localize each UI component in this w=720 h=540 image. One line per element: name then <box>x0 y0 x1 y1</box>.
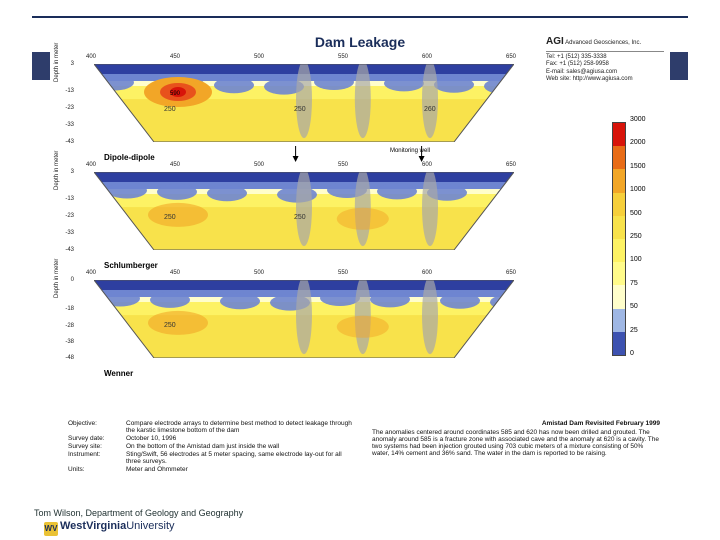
agi-web: Web site: http://www.agiusa.com <box>546 76 664 84</box>
wvu-text-wv: WestVirginia <box>60 520 126 532</box>
caption-right-title: Amistad Dam Revisited February 1999 <box>372 420 660 427</box>
caption-right-body: The anomalies centered around coordinate… <box>372 429 660 457</box>
agi-subtitle: Advanced Geosciences, Inc. <box>565 40 641 46</box>
wvu-shield-icon: WV <box>44 522 58 536</box>
profile-label: Schlumberger <box>104 261 158 270</box>
profile-wenner: Depth in meter0-18-28-38-484004505005506… <box>60 280 530 382</box>
profile-schlumberger: Depth in meter3-13-23-33-434004505005506… <box>60 172 530 274</box>
profile-dipole-dipole: Depth in meter3-13-23-33-434004505005506… <box>60 64 530 166</box>
svg-text:250: 250 <box>164 214 176 221</box>
svg-text:260: 260 <box>424 106 436 113</box>
agi-tel: Tel: +1 (512) 335-3338 <box>546 54 664 62</box>
svg-text:250: 250 <box>294 214 306 221</box>
caption-block: Objective:Compare electrode arrays to de… <box>68 420 660 474</box>
slide-top-rule <box>32 16 688 18</box>
agi-logo: AGI <box>546 36 564 47</box>
profile-label: Wenner <box>104 369 133 378</box>
colorbar-bar <box>612 122 626 356</box>
agi-contact-block: AGI Advanced Geosciences, Inc. Tel: +1 (… <box>546 36 664 84</box>
svg-text:250: 250 <box>164 322 176 329</box>
slide-footer: Tom Wilson, Department of Geology and Ge… <box>34 508 243 518</box>
svg-text:590: 590 <box>170 91 181 97</box>
caption-right: Amistad Dam Revisited February 1999 The … <box>372 420 660 474</box>
wvu-logo: WVWestVirginiaUniversity <box>44 520 175 536</box>
agi-fax: Fax: +1 (512) 258-9958 <box>546 61 664 69</box>
svg-text:250: 250 <box>164 106 176 113</box>
profiles-stack: Depth in meter3-13-23-33-434004505005506… <box>60 64 530 388</box>
caption-left: Objective:Compare electrode arrays to de… <box>68 420 356 474</box>
svg-text:250: 250 <box>294 106 306 113</box>
agi-email: E-mail: sales@agiusa.com <box>546 69 664 77</box>
colorbar: 30002000150010005002501007550250 <box>612 122 636 356</box>
wvu-text-u: University <box>126 520 174 532</box>
figure-panel: Dam Leakage AGI Advanced Geosciences, In… <box>50 30 670 480</box>
